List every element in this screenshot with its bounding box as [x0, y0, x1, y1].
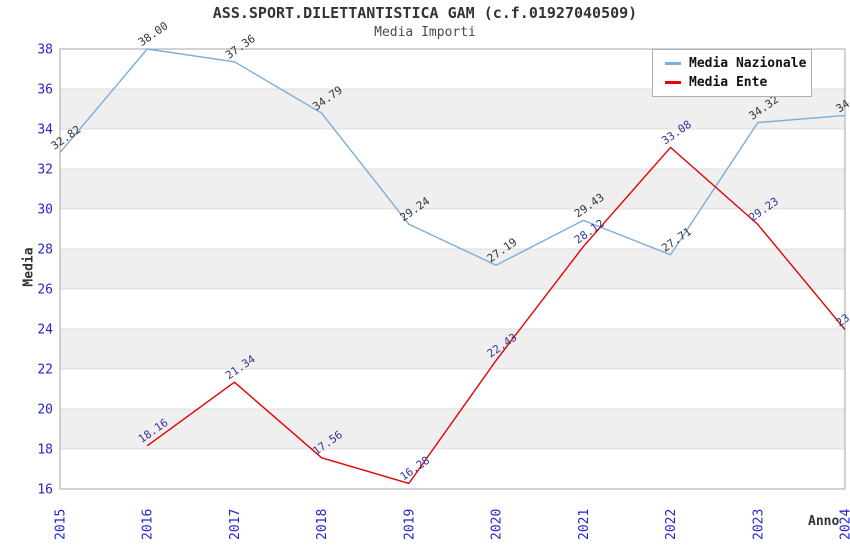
x-tick-label: 2016 — [141, 509, 156, 540]
legend-item-media-ente: Media Ente — [665, 75, 811, 90]
media-ente-point-label: 23.97 — [834, 300, 850, 330]
y-tick-label: 28 — [37, 243, 53, 258]
media-nazionale-line-swatch-icon — [665, 62, 681, 65]
media-nazionale-point-label: 38.00 — [136, 19, 171, 49]
legend-label-media-nazionale: Media Nazionale — [689, 56, 807, 71]
y-tick-label: 20 — [37, 403, 53, 418]
x-tick-label: 2017 — [228, 509, 243, 540]
chart-title: ASS.SPORT.DILETTANTISTICA GAM (c.f.01927… — [212, 4, 638, 22]
x-tick-label: 2022 — [664, 509, 679, 540]
y-tick-label: 16 — [37, 483, 53, 498]
media-ente-line-swatch-icon — [665, 81, 681, 84]
legend-item-media-nazionale: Media Nazionale — [665, 56, 811, 71]
x-tick-label: 2021 — [577, 509, 592, 540]
y-tick-label: 36 — [37, 83, 53, 98]
y-tick-label: 38 — [37, 43, 53, 58]
x-tick-label: 2019 — [402, 509, 417, 540]
media-ente-point-label: 28.12 — [572, 217, 607, 247]
y-tick-label: 30 — [37, 203, 53, 218]
legend-label-media-ente: Media Ente — [689, 75, 768, 90]
y-tick-label: 22 — [37, 363, 53, 378]
plot-band — [60, 409, 845, 449]
y-tick-label: 18 — [37, 443, 53, 458]
media-ente-point-label: 16.28 — [398, 454, 433, 484]
x-axis-title: Anno — [808, 514, 840, 529]
x-tick-label: 2020 — [490, 509, 505, 540]
x-tick-label: 2024 — [839, 509, 850, 540]
y-tick-label: 34 — [37, 123, 53, 138]
legend: Media Nazionale Media Ente — [652, 49, 812, 97]
plot-frame — [59, 48, 846, 490]
plot-band — [60, 329, 845, 369]
y-tick-label: 26 — [37, 283, 53, 298]
y-tick-label: 24 — [37, 323, 53, 338]
x-tick-label: 2018 — [315, 509, 330, 540]
plot-band — [60, 169, 845, 209]
x-tick-label: 2023 — [751, 509, 766, 540]
media-nazionale-line — [59, 48, 846, 266]
plot-band — [60, 249, 845, 289]
y-tick-label: 32 — [37, 163, 53, 178]
media-nazionale-point-label: 37.36 — [223, 32, 258, 62]
x-tick-label: 2015 — [54, 509, 69, 540]
media-ente-line — [146, 146, 846, 485]
chart-subtitle: Media Importi — [374, 25, 476, 40]
